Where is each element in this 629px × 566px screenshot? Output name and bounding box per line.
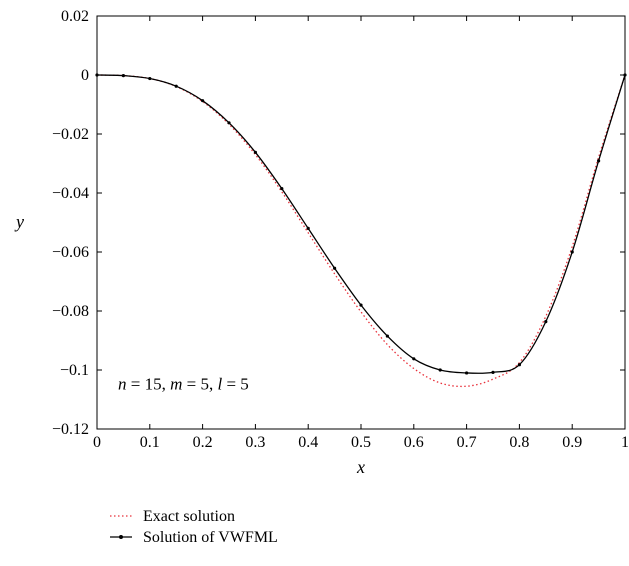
y-tick-label: 0.02 [61, 8, 89, 25]
series-point-1 [359, 303, 363, 307]
x-tick-label: 0.9 [562, 434, 582, 451]
x-tick-label: 0.7 [457, 434, 477, 451]
x-tick-label: 0.2 [193, 434, 213, 451]
y-tick-label: −0.02 [52, 126, 89, 143]
x-tick-label: 0.6 [404, 434, 424, 451]
plot-frame [96, 15, 626, 430]
series-point-1 [333, 266, 337, 270]
series-point-1 [385, 334, 389, 338]
y-tick-label: −0.1 [60, 362, 89, 379]
y-tick-label: −0.06 [52, 244, 89, 261]
series-point-1 [121, 73, 125, 78]
y-tick-label: −0.12 [52, 421, 89, 438]
y-axis-label: y [14, 212, 24, 232]
series-point-1 [597, 159, 601, 163]
series-point-1 [227, 121, 231, 125]
x-tick-label: 1 [621, 434, 629, 451]
series-line-1 [96, 74, 626, 374]
series-point-1 [517, 363, 522, 367]
y-tick-label: −0.08 [52, 303, 89, 320]
plot-area: 0 0.1 0.2 0.3 0.4 0.5 0.6 0.7 0.8 0.9 1 0.02 0 −0.02… [52, 8, 629, 451]
series-line-0 [96, 74, 626, 388]
y-ticks: 0.02 0 −0.02 −0.04 −0.06 −0.08 −0.1 −0.12 [52, 8, 625, 438]
legend-marker-1 [119, 535, 123, 539]
x-tick-label: 0.4 [298, 434, 318, 451]
series-point-1 [623, 73, 627, 77]
x-tick-label: 0.1 [140, 434, 160, 451]
legend: Exact solution Solution of VWFML [110, 508, 278, 546]
series-point-1 [491, 370, 495, 374]
y-tick-label: 0 [81, 67, 89, 84]
y-tick-label: −0.04 [52, 185, 89, 202]
series-layer [95, 73, 627, 388]
series-point-1 [306, 226, 310, 230]
series-point-1 [95, 73, 99, 77]
series-point-1 [438, 368, 442, 372]
series-point-1 [570, 250, 574, 254]
series-point-1 [280, 186, 284, 191]
series-point-1 [174, 84, 178, 88]
series-point-1 [148, 76, 152, 81]
parameter-annotation: n = 15, m = 5, l = 5 [118, 374, 249, 393]
x-ticks: 0 0.1 0.2 0.3 0.4 0.5 0.6 0.7 0.8 0.9 1 [93, 16, 629, 451]
series-point-1 [412, 357, 416, 361]
series-point-1 [201, 99, 205, 103]
x-axis-label: x [356, 457, 365, 477]
legend-label-1: Solution of VWFML [143, 529, 278, 546]
series-point-1 [544, 320, 548, 324]
series-point-1 [465, 371, 469, 375]
x-tick-label: 0.5 [351, 434, 371, 451]
x-tick-label: 0.3 [245, 434, 265, 451]
legend-label-0: Exact solution [143, 508, 235, 525]
x-tick-label: 0.8 [509, 434, 529, 451]
x-tick-label: 0 [93, 434, 101, 451]
series-point-1 [253, 150, 257, 154]
